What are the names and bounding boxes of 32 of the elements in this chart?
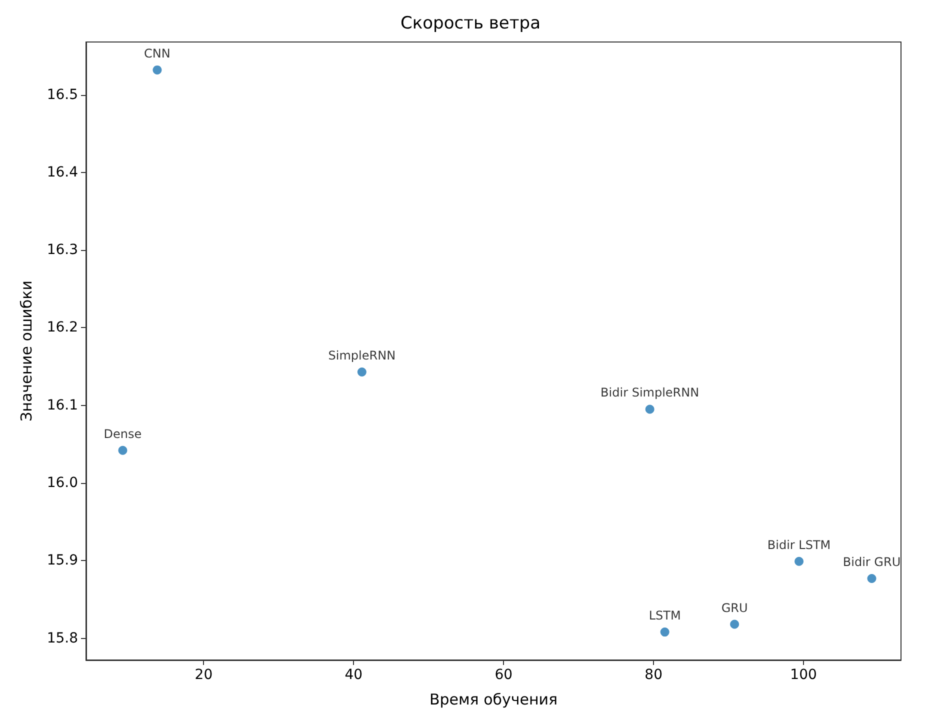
point [152,65,162,74]
point [118,446,128,455]
y-tick-label: 15.9 [46,552,78,569]
y-tick-label: 16.5 [46,86,78,103]
x-tick-label: 40 [344,667,363,683]
point [794,556,804,566]
y-tick-label: 15.8 [46,630,78,646]
chart-title: Скорость ветра [400,14,540,34]
x-tick-label: 60 [494,667,513,683]
y-axis-title: Значение ошибки [18,280,36,422]
y-tick-label: 16.1 [46,397,78,414]
data-label: Dense [104,426,142,441]
point [730,620,740,629]
x-axis-title: Время обучения [429,690,558,708]
point [867,574,876,583]
x-tick-label: 100 [790,667,817,683]
point [357,367,366,376]
data-label: Bidir LSTM [767,538,831,552]
y-tick-label: 16.4 [46,164,78,180]
data-label: Bidir GRU [842,554,901,569]
data-label: Bidir SimpleRNN [600,386,700,400]
data-label: LSTM [648,608,681,623]
data-label: CNN [144,46,170,60]
x-tick-label: 20 [194,667,213,683]
point [660,628,670,637]
data-label: SimpleRNN [328,348,396,362]
x-tick-label: 80 [644,667,662,683]
y-tick-label: 16.2 [46,320,78,336]
y-tick-label: 16.0 [46,474,78,491]
point [645,404,654,414]
y-tick-label: 16.3 [46,242,78,258]
data-label: GRU [721,600,748,615]
